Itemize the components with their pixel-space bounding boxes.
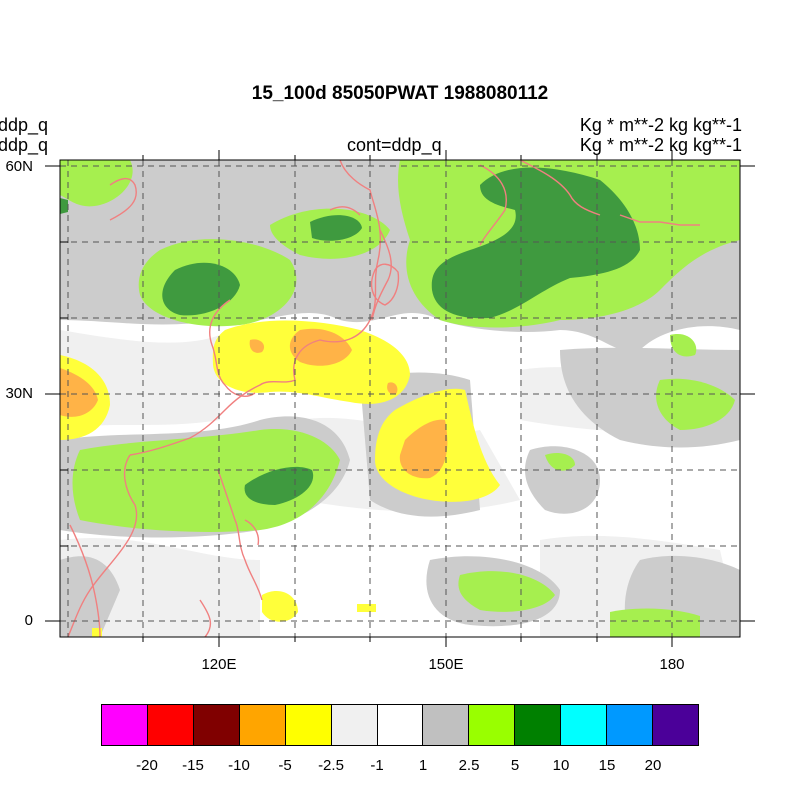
colorbar-box xyxy=(102,705,148,745)
colorbar-label: 20 xyxy=(644,757,662,774)
contour-region xyxy=(431,167,640,319)
colorbar-label: 15 xyxy=(598,757,616,774)
lat-label-30n: 30N xyxy=(5,385,33,402)
plot-frame xyxy=(45,150,755,647)
colorbar-box xyxy=(423,705,470,745)
contour-region xyxy=(387,382,398,395)
coastline xyxy=(371,229,392,321)
colorbar-box xyxy=(469,705,516,745)
lat-label-60n: 60N xyxy=(5,158,33,175)
colorbar-box xyxy=(193,705,240,745)
colorbar-box xyxy=(607,705,654,745)
coastline xyxy=(619,214,700,226)
coastline xyxy=(217,469,263,601)
colorbar-label: -1 xyxy=(370,757,384,774)
contour-region xyxy=(72,429,340,532)
contour-region xyxy=(610,608,700,637)
coastline xyxy=(329,206,361,216)
contour-region xyxy=(525,446,600,514)
contour-region xyxy=(656,378,735,430)
contour-region xyxy=(60,160,133,207)
contour-region xyxy=(162,262,240,316)
coastline xyxy=(199,599,212,637)
colorbar xyxy=(101,704,699,746)
coastline xyxy=(69,524,101,637)
colorbar-label: 5 xyxy=(510,757,520,774)
coastline xyxy=(129,160,382,456)
graticule xyxy=(60,160,740,637)
contour-region xyxy=(399,419,448,479)
colorbar-label: -2.5 xyxy=(318,757,344,774)
contour-region xyxy=(458,571,555,612)
colorbar-box xyxy=(147,705,194,745)
coastline xyxy=(244,519,260,546)
units-label-2: Kg * m**-2 kg kg**-1 xyxy=(579,135,742,155)
contour-region xyxy=(262,591,298,622)
coastline xyxy=(519,160,601,216)
coastline xyxy=(479,164,507,246)
contour-region xyxy=(670,334,697,357)
coastline xyxy=(109,177,137,221)
lon-label-150e: 150E xyxy=(428,656,464,673)
colorbar-label: -10 xyxy=(228,757,250,774)
contour-region xyxy=(310,215,362,241)
left-variable-label-2: ddp_q xyxy=(0,135,49,155)
units-label-1: Kg * m**-2 kg kg**-1 xyxy=(579,115,742,135)
contour-region xyxy=(60,198,68,214)
coastline xyxy=(67,454,138,637)
colorbar-box xyxy=(239,705,286,745)
coastline xyxy=(370,263,400,306)
contour-region xyxy=(289,328,352,366)
contour-region xyxy=(545,453,575,471)
contour-region xyxy=(249,339,265,353)
map-title: 15_100d 85050PWAT 1988080112 xyxy=(251,83,549,104)
colorbar-label: 10 xyxy=(552,757,570,774)
lon-label-120e: 120E xyxy=(201,656,237,673)
left-variable-label-1: ddp_q xyxy=(0,115,49,135)
colorbar-label: -15 xyxy=(182,757,204,774)
colorbar-label: -20 xyxy=(136,757,158,774)
colorbar-box xyxy=(377,705,424,745)
colorbar-box xyxy=(653,705,698,745)
lon-label-180: 180 xyxy=(659,656,685,673)
lat-label-0: 0 xyxy=(24,612,33,629)
contour-region xyxy=(60,556,120,637)
colorbar-box xyxy=(515,705,562,745)
contour-region xyxy=(244,466,314,505)
colorbar-box xyxy=(331,705,378,745)
contour-fill-layer xyxy=(60,160,740,637)
coastline xyxy=(209,299,256,397)
contour-label: cont=ddp_q xyxy=(347,135,442,155)
colorbar-label: 1 xyxy=(418,757,428,774)
contour-region xyxy=(60,368,98,417)
colorbar-box xyxy=(561,705,608,745)
colorbar-box xyxy=(285,705,332,745)
contour-region xyxy=(357,604,376,612)
coastline-layer xyxy=(67,160,700,637)
colorbar-label: -5 xyxy=(278,757,292,774)
colorbar-label: 2.5 xyxy=(458,757,480,774)
